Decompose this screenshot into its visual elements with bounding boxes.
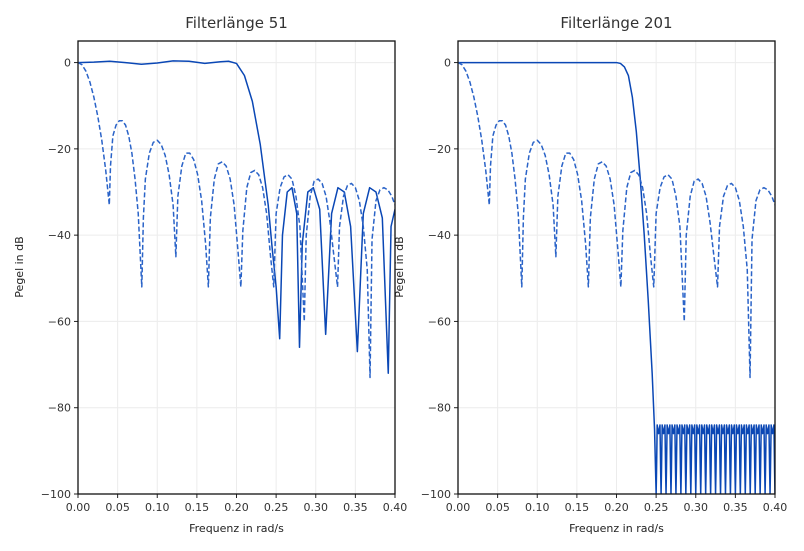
y-axis-label-right: Pegel in dB: [393, 236, 406, 297]
x-tick-label: 0.20: [604, 501, 629, 514]
x-tick-label: 0.10: [145, 501, 170, 514]
x-tick-label: 0.05: [485, 501, 510, 514]
y-tick-label: −60: [48, 315, 71, 328]
x-axis-label-right: Frequenz in rad/s: [569, 522, 664, 535]
x-tick-label: 0.40: [763, 501, 788, 514]
y-axis-label-left: Pegel in dB: [13, 236, 26, 297]
y-tick-label: 0: [64, 57, 71, 70]
y-tick-label: −40: [428, 229, 451, 242]
x-tick-label: 0.35: [723, 501, 748, 514]
series-group: [78, 60, 395, 379]
x-tick-label: 0.35: [343, 501, 368, 514]
x-tick-label: 0.10: [525, 501, 550, 514]
series-line-dashed: [458, 61, 775, 379]
chart-title-left: Filterlänge 51: [185, 14, 288, 32]
x-tick-label: 0.00: [66, 501, 91, 514]
y-tick-label: −20: [428, 143, 451, 156]
series-line-solid: [78, 60, 395, 374]
plot-frame: [77, 40, 396, 495]
y-tick-label: −80: [428, 402, 451, 415]
x-tick-label: 0.25: [264, 501, 289, 514]
series-line-solid: [458, 61, 775, 494]
series-group: [458, 61, 775, 494]
x-tick-label: 0.25: [644, 501, 669, 514]
chart-panel-right: Filterlänge 201 Frequenz in rad/s Pegel …: [393, 14, 787, 535]
y-tick-label: −40: [48, 229, 71, 242]
chart-title-right: Filterlänge 201: [560, 14, 672, 32]
y-tick-label: −100: [421, 488, 451, 501]
y-tick-label: −60: [428, 315, 451, 328]
y-tick-label: −80: [48, 402, 71, 415]
x-tick-label: 0.30: [684, 501, 709, 514]
x-tick-label: 0.20: [224, 501, 249, 514]
x-tick-label: 0.00: [446, 501, 471, 514]
y-tick-label: −100: [41, 488, 71, 501]
x-tick-label: 0.40: [383, 501, 408, 514]
x-tick-label: 0.30: [304, 501, 329, 514]
plot-frame: [457, 40, 776, 495]
series-line-dashed: [78, 61, 395, 379]
y-tick-label: 0: [444, 57, 451, 70]
chart-panel-left: Filterlänge 51 Frequenz in rad/s Pegel i…: [13, 14, 407, 535]
x-tick-label: 0.15: [565, 501, 590, 514]
y-tick-label: −20: [48, 143, 71, 156]
x-tick-label: 0.15: [185, 501, 210, 514]
x-axis-label-left: Frequenz in rad/s: [189, 522, 284, 535]
x-tick-label: 0.05: [105, 501, 130, 514]
